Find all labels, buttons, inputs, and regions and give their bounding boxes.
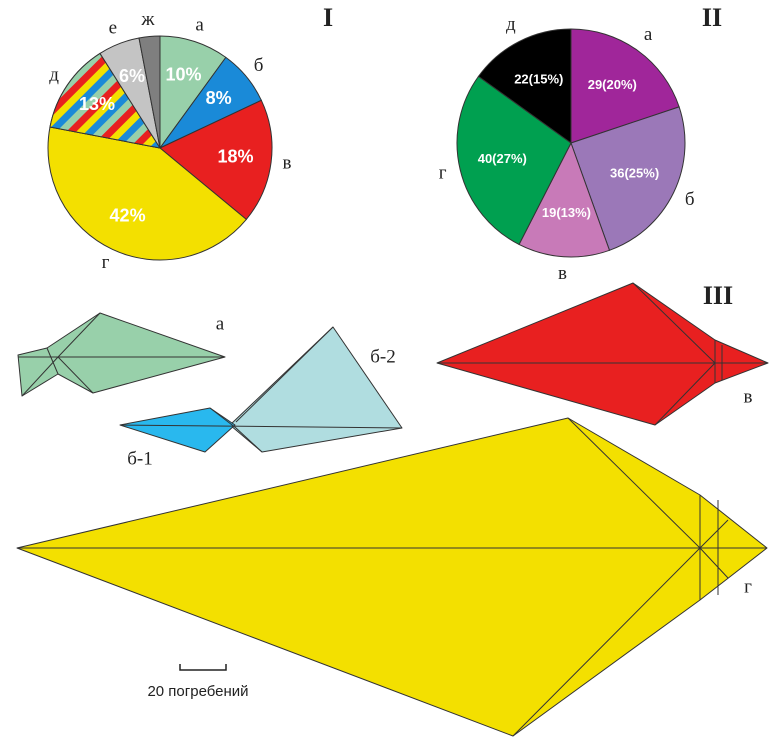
value-label: 42% (110, 206, 146, 226)
shape-label: б-2 (370, 346, 396, 367)
shape-b1 (119, 407, 236, 453)
value-label: 29(20%) (588, 77, 637, 92)
pie-slice (159, 99, 273, 221)
shape-label: б-1 (127, 448, 153, 469)
shape-label: в (744, 386, 753, 407)
value-label: 8% (206, 88, 232, 108)
category-label: б (254, 55, 264, 76)
shapes (16, 282, 769, 737)
fold-line (437, 282, 768, 426)
scale-label: 20 погребений (147, 683, 248, 700)
shape-label: а (216, 313, 225, 334)
value-label: 10% (166, 64, 202, 84)
category-label: ж (140, 9, 155, 30)
shape-a (17, 312, 226, 397)
category-label: д (49, 64, 59, 85)
value-label: 13% (79, 94, 115, 114)
chart-title: II (702, 3, 722, 32)
category-label: в (282, 152, 291, 173)
category-label: д (506, 14, 516, 35)
pie-slice (518, 141, 611, 258)
pie-slice (570, 28, 680, 144)
fold-line (17, 417, 767, 737)
value-label: 19(13%) (542, 205, 591, 220)
category-label: г (439, 162, 447, 183)
shape-label: г (744, 576, 752, 597)
value-label: 40(27%) (478, 151, 527, 166)
category-label: а (195, 15, 204, 36)
category-label: е (109, 17, 117, 38)
pie-slice (477, 28, 572, 144)
value-label: 18% (218, 146, 254, 166)
value-label: 6% (119, 66, 145, 86)
chart-title: I (323, 3, 333, 32)
fold-line (119, 326, 403, 453)
pie-slice (138, 35, 161, 149)
panel-label: III (703, 281, 733, 310)
category-label: а (644, 24, 653, 45)
value-label: 22(15%) (514, 72, 563, 87)
pie-slice (456, 75, 572, 246)
pie-slice (47, 126, 248, 261)
fold-line (18, 312, 225, 397)
category-label: б (685, 189, 695, 210)
slice-hatch (49, 52, 162, 149)
category-label: г (102, 252, 110, 273)
pies: а 10% б 8% в 18% г 42% д 13% е 6% ж Iа 29(20%) б 36(25%)… (47, 3, 722, 284)
scale-bar (179, 664, 227, 671)
category-label: в (558, 263, 567, 284)
pie-slice (570, 106, 686, 251)
value-label: 36(25%) (610, 165, 659, 180)
